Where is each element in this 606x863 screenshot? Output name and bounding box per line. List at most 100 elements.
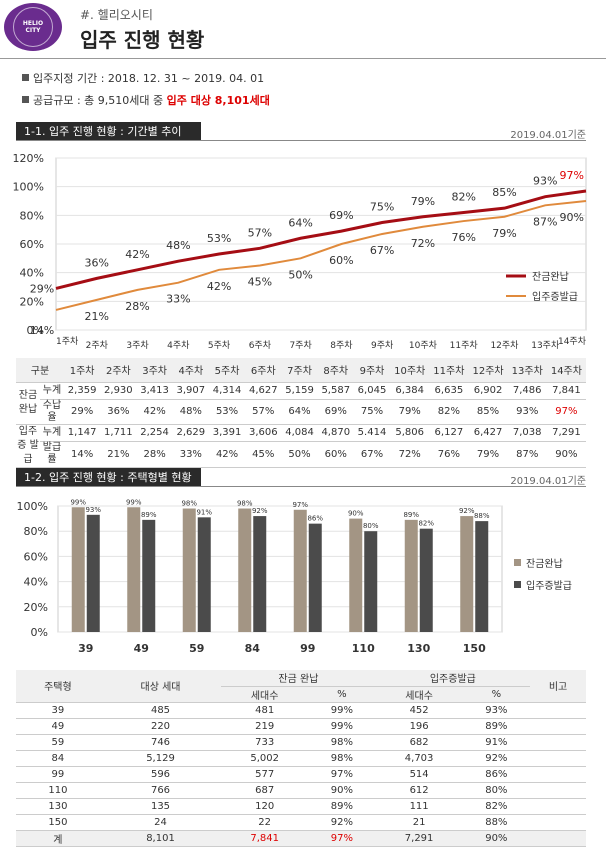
y-tick-label: 80% [24, 525, 48, 538]
table2-note-cell [530, 718, 586, 735]
table2-cell: 150 [16, 814, 100, 831]
data-label: 72% [411, 237, 435, 250]
table2-cell: 196 [375, 718, 463, 735]
table1-cell: 42% [136, 399, 173, 425]
bar-data-label: 91% [196, 508, 212, 516]
bar-data-label: 89% [403, 511, 419, 519]
table2-cell: 92% [462, 750, 531, 767]
table1-header-cell: 6주차 [245, 358, 282, 383]
bullet-square-icon [22, 96, 29, 103]
plot-frame [57, 505, 503, 633]
table1-sub-label: 수납율 [40, 399, 64, 425]
table1-cell: 3,391 [208, 424, 246, 442]
table2-cell: 22 [221, 814, 309, 831]
table1-cell: 93% [507, 399, 547, 425]
bar-data-label: 80% [363, 522, 379, 530]
data-label: 29% [30, 282, 54, 295]
data-label: 90% [560, 211, 584, 224]
col-cert: 입주증발급 [375, 670, 531, 687]
table2-cell: 90% [308, 782, 376, 799]
table1-cell: 3,606 [245, 424, 282, 442]
series-line-paid [55, 189, 587, 290]
table1-header-cell: 7주차 [281, 358, 318, 383]
table1-group-label: 입주증 발급 [16, 424, 40, 468]
legend-label: 잔금완납 [526, 558, 563, 570]
table2-cell: 91% [462, 734, 531, 751]
logo-line-1: HELIO [22, 20, 44, 27]
data-label: 45% [248, 276, 272, 289]
legend-swatch [514, 581, 521, 588]
table1-cell: 6,902 [468, 382, 508, 400]
bar-data-label: 92% [252, 507, 268, 515]
table1-header-cell: 11주차 [429, 358, 469, 383]
section-1-date: 2019.04.01기준 [510, 130, 586, 141]
table1-cell: 7,486 [507, 382, 547, 400]
bullet-square-icon [22, 74, 29, 81]
data-label: 28% [125, 300, 149, 313]
table2-note-cell [530, 782, 586, 799]
table2-cell: 99% [308, 702, 376, 719]
bar-data-label: 92% [459, 507, 475, 515]
bar-data-label: 82% [418, 520, 434, 528]
y-tick-label: 0% [27, 324, 44, 337]
x-tick-label: 14주차 [558, 335, 587, 347]
bar-data-label: 89% [141, 511, 157, 519]
bar-data-label: 99% [126, 498, 142, 506]
table2-cell: 계 [16, 830, 100, 847]
bar [86, 514, 100, 632]
x-tick-label: 150 [463, 642, 486, 655]
bar [253, 516, 267, 632]
table2-cell: 86% [462, 766, 531, 783]
bar [182, 508, 196, 632]
legend-label: 잔금완납 [532, 271, 569, 283]
bar-data-label: 86% [307, 515, 323, 523]
bar-data-label: 93% [85, 506, 101, 514]
data-label: 36% [85, 256, 109, 269]
data-label: 82% [451, 190, 475, 203]
table1-cell: 50% [281, 441, 318, 468]
table2-cell: 135 [99, 798, 222, 815]
bar [238, 508, 252, 632]
table1-cell: 48% [172, 399, 209, 425]
table2-cell: 110 [16, 782, 100, 799]
bar [349, 518, 363, 632]
table2-cell: 7,291 [375, 830, 463, 847]
table1-cell: 21% [100, 441, 137, 468]
bar [419, 528, 433, 632]
x-tick-label: 6주차 [249, 339, 272, 351]
table1-sub-label: 누계 [40, 382, 64, 400]
table1-sub-label: 누계 [40, 424, 64, 442]
table2-cell: 612 [375, 782, 463, 799]
x-tick-label: 11주차 [450, 339, 479, 351]
table1-header-cell: 13주차 [507, 358, 547, 383]
x-tick-label: 9주차 [371, 339, 394, 351]
x-tick-label: 1주차 [56, 335, 79, 347]
x-tick-label: 99 [300, 642, 315, 655]
bar [308, 523, 322, 632]
table1-header-cell: 구분 [16, 358, 64, 383]
table1-cell: 5,587 [317, 382, 354, 400]
table2-cell: 93% [462, 702, 531, 719]
table2-cell: 24 [99, 814, 222, 831]
table1-cell: 3,907 [172, 382, 209, 400]
table1-cell: 28% [136, 441, 173, 468]
table2-cell: 82% [462, 798, 531, 815]
scale-highlight: 입주 대상 8,101세대 [166, 94, 270, 107]
table2-cell: 577 [221, 766, 309, 783]
y-tick-label: 0% [31, 626, 48, 639]
table2-cell: 766 [99, 782, 222, 799]
table1-cell: 53% [208, 399, 246, 425]
bar [197, 517, 211, 632]
data-label: 64% [288, 216, 312, 229]
y-tick-label: 100% [13, 181, 44, 194]
table1-cell: 6,635 [429, 382, 469, 400]
table2-cell: 98% [308, 750, 376, 767]
brand-label: #. 헬리오시티 [80, 8, 153, 22]
y-tick-label: 40% [20, 267, 44, 280]
table1-cell: 7,038 [507, 424, 547, 442]
col-paid-pct: % [308, 686, 376, 703]
col-cert-pct: % [462, 686, 531, 703]
scale-info: 공급규모 : 총 9,510세대 중 입주 대상 8,101세대 [22, 92, 270, 108]
x-tick-label: 39 [78, 642, 93, 655]
data-label: 97% [560, 169, 584, 182]
